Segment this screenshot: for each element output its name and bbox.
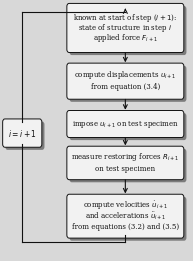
- FancyBboxPatch shape: [67, 146, 184, 180]
- Text: compute displacements $u_{i+1}$: compute displacements $u_{i+1}$: [74, 69, 177, 81]
- FancyBboxPatch shape: [5, 122, 44, 150]
- Text: $i = i + 1$: $i = i + 1$: [8, 128, 37, 139]
- Text: applied force $F_{i+1}$: applied force $F_{i+1}$: [93, 32, 158, 44]
- Text: and accelerations $\ddot{u}_{i+1}$: and accelerations $\ddot{u}_{i+1}$: [85, 210, 166, 222]
- Text: from equations (3.2) and (3.5): from equations (3.2) and (3.5): [72, 223, 179, 230]
- FancyBboxPatch shape: [3, 119, 42, 147]
- Text: from equation (3.4): from equation (3.4): [91, 83, 160, 91]
- Text: known at start of step ($i + 1$):: known at start of step ($i + 1$):: [73, 11, 177, 23]
- Text: on test specimen: on test specimen: [95, 165, 155, 173]
- FancyBboxPatch shape: [67, 110, 184, 138]
- Text: compute velocities $\dot{u}_{i+1}$: compute velocities $\dot{u}_{i+1}$: [83, 199, 168, 212]
- FancyBboxPatch shape: [67, 3, 184, 52]
- FancyBboxPatch shape: [69, 197, 186, 241]
- FancyBboxPatch shape: [67, 194, 184, 238]
- Text: impose $u_{i+1}$ on test specimen: impose $u_{i+1}$ on test specimen: [72, 118, 179, 129]
- Text: measure restoring forces $R_{i+1}$: measure restoring forces $R_{i+1}$: [71, 151, 180, 163]
- FancyBboxPatch shape: [67, 63, 184, 99]
- FancyBboxPatch shape: [69, 6, 186, 55]
- FancyBboxPatch shape: [69, 149, 186, 182]
- FancyBboxPatch shape: [69, 113, 186, 140]
- Text: state of structure in step $i$: state of structure in step $i$: [78, 22, 172, 34]
- FancyBboxPatch shape: [69, 66, 186, 102]
